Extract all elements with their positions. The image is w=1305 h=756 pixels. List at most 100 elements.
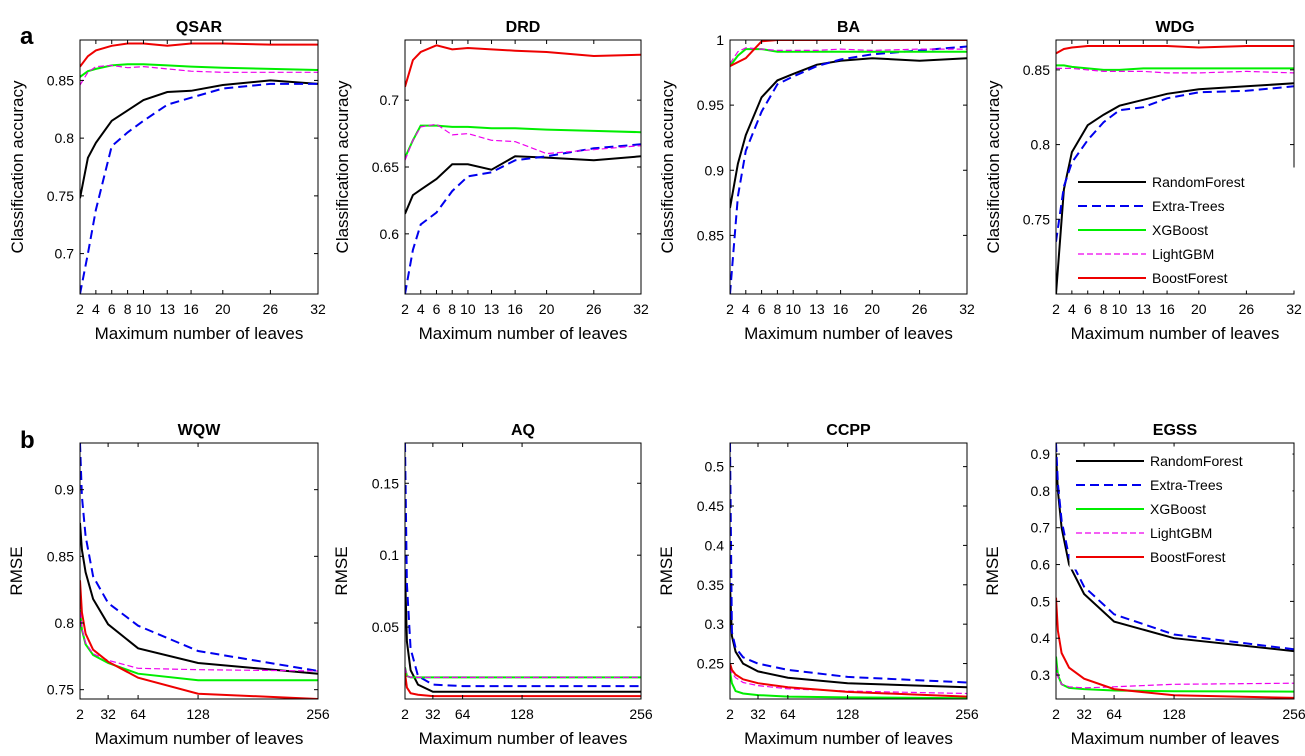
y-axis-label: RMSE [7, 546, 26, 595]
y-tick-label: 0.65 [372, 159, 399, 175]
y-tick-label: 0.05 [372, 619, 399, 635]
chart-egss: 2 32 64 128 256 0.3 0.4 0.5 0.6 0.7 0.8 0.9 EGSS Maxi… [983, 422, 1305, 748]
y-tick-label: 0.75 [1023, 211, 1050, 227]
series-line-lightgbm [1056, 663, 1294, 689]
y-tick-label: 0.4 [705, 537, 725, 553]
x-tick-label: 26 [263, 301, 279, 317]
x-tick-label: 32 [310, 301, 326, 317]
y-tick-label: 0.4 [1031, 630, 1051, 646]
legend-label-lightgbm: LightGBM [1150, 525, 1212, 541]
panel-label-a: a [20, 23, 34, 50]
x-tick-label: 20 [864, 301, 880, 317]
chart-title: BA [837, 19, 861, 36]
legend-label-xgboost: XGBoost [1152, 222, 1208, 238]
x-tick-label: 256 [955, 706, 979, 722]
series-line-xgboost [1056, 64, 1294, 71]
x-axis-label: Maximum number of leaves [1071, 729, 1280, 748]
y-tick-label: 0.8 [1031, 137, 1051, 153]
x-tick-label: 32 [1286, 301, 1302, 317]
x-tick-label: 2 [401, 706, 409, 722]
y-tick-label: 0.9 [705, 162, 725, 178]
legend-label-randomforest: RandomForest [1150, 453, 1243, 469]
legend-label-boostforest: BoostForest [1152, 270, 1228, 286]
x-tick-label: 6 [108, 301, 116, 317]
x-tick-label: 256 [629, 706, 653, 722]
y-axis-label: Classification accuracy [658, 80, 677, 253]
y-tick-label: 0.85 [1023, 62, 1050, 78]
y-tick-label: 1 [716, 32, 724, 48]
y-tick-label: 0.15 [372, 475, 399, 491]
chart-wqw: 2 32 64 128 256 0.75 0.8 0.85 0.9 WQW Maximum numb… [7, 422, 330, 748]
y-tick-label: 0.9 [55, 482, 75, 498]
x-tick-label: 6 [1084, 301, 1092, 317]
series-line-lightgbm [80, 64, 318, 86]
series-line-extra-trees [1056, 443, 1294, 651]
x-tick-label: 256 [1282, 706, 1305, 722]
legend: RandomForest Extra-Trees XGBoost LightGBM Bo… [1069, 446, 1293, 570]
chart-title: AQ [511, 422, 535, 439]
x-tick-label: 64 [1106, 706, 1122, 722]
chart-title: CCPP [826, 422, 871, 439]
x-tick-label: 4 [92, 301, 100, 317]
axes-box [79, 442, 319, 700]
y-tick-label: 0.6 [1031, 557, 1051, 573]
x-tick-label: 32 [100, 706, 116, 722]
chart-ccpp: 2 32 64 128 256 0.25 0.3 0.35 0.4 0.45 0.5 CCPP Maxi… [657, 422, 979, 748]
x-tick-label: 32 [425, 706, 441, 722]
y-tick-label: 0.7 [1031, 520, 1051, 536]
x-axis-label: Maximum number of leaves [1071, 324, 1280, 343]
series-line-extra-trees [405, 143, 641, 294]
x-tick-label: 6 [433, 301, 441, 317]
y-tick-label: 0.7 [55, 246, 75, 262]
x-tick-label: 13 [809, 301, 825, 317]
series-line-randomforest [1056, 82, 1294, 294]
y-tick-label: 0.75 [47, 682, 74, 698]
x-axis-label: Maximum number of leaves [419, 729, 628, 748]
series-line-randomforest [80, 79, 318, 199]
series-line-randomforest [405, 155, 641, 215]
x-tick-label: 4 [1068, 301, 1076, 317]
x-tick-label: 20 [215, 301, 231, 317]
y-tick-label: 0.3 [705, 616, 725, 632]
series-line-boostforest [1056, 597, 1294, 699]
legend-label-randomforest: RandomForest [1152, 174, 1245, 190]
x-tick-label: 13 [159, 301, 175, 317]
chart-ba: 2 4 6 8 10 13 16 20 26 32 0.85 0.9 0.95 1 BA Maximum nu… [658, 19, 975, 343]
x-tick-label: 128 [186, 706, 210, 722]
series-line-boostforest [80, 42, 318, 68]
series-line-randomforest [405, 569, 641, 693]
series-line-randomforest [80, 522, 318, 675]
series-line-xgboost [405, 124, 641, 159]
y-axis-label: Classification accuracy [8, 80, 27, 253]
y-tick-label: 0.7 [380, 92, 400, 108]
x-axis-label: Maximum number of leaves [95, 729, 304, 748]
series-line-lightgbm [730, 667, 967, 695]
x-tick-label: 10 [1112, 301, 1128, 317]
series-line-xgboost [730, 671, 967, 699]
x-tick-label: 26 [1239, 301, 1255, 317]
y-tick-label: 0.1 [380, 547, 400, 563]
x-tick-label: 64 [780, 706, 796, 722]
x-tick-label: 32 [959, 301, 975, 317]
chart-title: QSAR [176, 19, 223, 36]
x-tick-label: 10 [460, 301, 476, 317]
axes-box [1055, 39, 1295, 295]
x-tick-label: 8 [448, 301, 456, 317]
x-tick-label: 8 [1100, 301, 1108, 317]
y-axis-label: RMSE [657, 546, 676, 595]
series-line-boostforest [730, 663, 967, 698]
x-tick-label: 64 [130, 706, 146, 722]
x-tick-label: 26 [586, 301, 602, 317]
series-line-boostforest [730, 40, 967, 67]
series-line-xgboost [80, 63, 318, 78]
x-axis-label: Maximum number of leaves [95, 324, 304, 343]
series-line-lightgbm [80, 602, 318, 672]
x-tick-label: 16 [183, 301, 199, 317]
x-axis-label: Maximum number of leaves [744, 324, 953, 343]
axes-box [729, 442, 968, 700]
chart-title: WDG [1155, 19, 1194, 36]
x-tick-label: 20 [1191, 301, 1207, 317]
y-tick-label: 0.5 [1031, 593, 1051, 609]
axes-box [1055, 442, 1295, 700]
x-tick-label: 26 [912, 301, 928, 317]
